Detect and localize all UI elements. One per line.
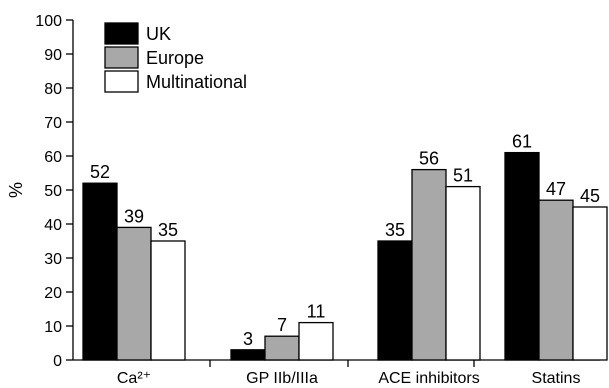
data-label: 3 (243, 329, 253, 349)
legend: UK Europe Multinational (100, 18, 268, 93)
y-tick-label: 40 (44, 217, 62, 234)
bar-uk-0 (82, 182, 118, 361)
y-tick-label: 50 (44, 183, 62, 200)
legend-label-multinational: Multinational (146, 72, 247, 92)
x-category-label: ACE inhibitors (378, 370, 479, 387)
y-tick-label: 80 (44, 81, 62, 98)
data-label: 35 (385, 220, 405, 240)
legend-label-uk: UK (146, 24, 171, 44)
legend-swatch-multinational (104, 70, 139, 93)
data-label: 11 (307, 302, 326, 322)
legend-label-europe: Europe (146, 48, 204, 68)
data-label: 45 (580, 186, 600, 206)
bar-multinational-1 (298, 321, 334, 361)
data-label: 51 (453, 166, 473, 186)
data-label: 61 (512, 132, 532, 152)
x-category-label: GP IIb/IIIa (246, 370, 318, 387)
y-tick-label: 30 (44, 251, 62, 268)
data-label: 47 (546, 179, 566, 199)
bar-uk-2 (377, 240, 413, 361)
y-axis: 0 10 20 30 40 50 60 70 80 90 100 (35, 13, 74, 370)
x-axis: Ca²⁺ GP IIb/IIIa ACE inhibitors Statins (73, 359, 600, 387)
legend-swatch-uk (104, 22, 139, 45)
y-tick-label: 70 (44, 115, 62, 132)
bar-multinational-2 (445, 185, 481, 361)
bar-europe-2 (411, 168, 447, 361)
data-label: 35 (158, 220, 178, 240)
bar-europe-1 (264, 335, 300, 361)
bars (82, 151, 608, 361)
bar-multinational-0 (150, 240, 186, 361)
data-labels: 52 39 35 3 7 11 35 56 51 61 47 45 (90, 132, 600, 349)
bar-europe-3 (538, 199, 574, 361)
legend-swatch-europe (104, 46, 139, 69)
bar-uk-3 (504, 151, 540, 361)
data-label: 56 (419, 149, 439, 169)
bar-europe-0 (116, 226, 152, 361)
data-label: 52 (90, 162, 110, 182)
x-category-label: Statins (532, 370, 581, 387)
data-label: 39 (124, 206, 144, 226)
bar-multinational-3 (572, 206, 608, 361)
y-tick-label: 10 (44, 319, 62, 336)
y-tick-label: 100 (35, 13, 62, 30)
y-axis-title: % (6, 182, 26, 198)
bar-uk-1 (230, 349, 266, 361)
y-tick-label: 90 (44, 47, 62, 64)
x-category-label: Ca²⁺ (117, 370, 151, 387)
y-tick-label: 20 (44, 285, 62, 302)
y-tick-label: 60 (44, 149, 62, 166)
data-label: 7 (277, 315, 287, 335)
y-tick-label: 0 (53, 353, 62, 370)
